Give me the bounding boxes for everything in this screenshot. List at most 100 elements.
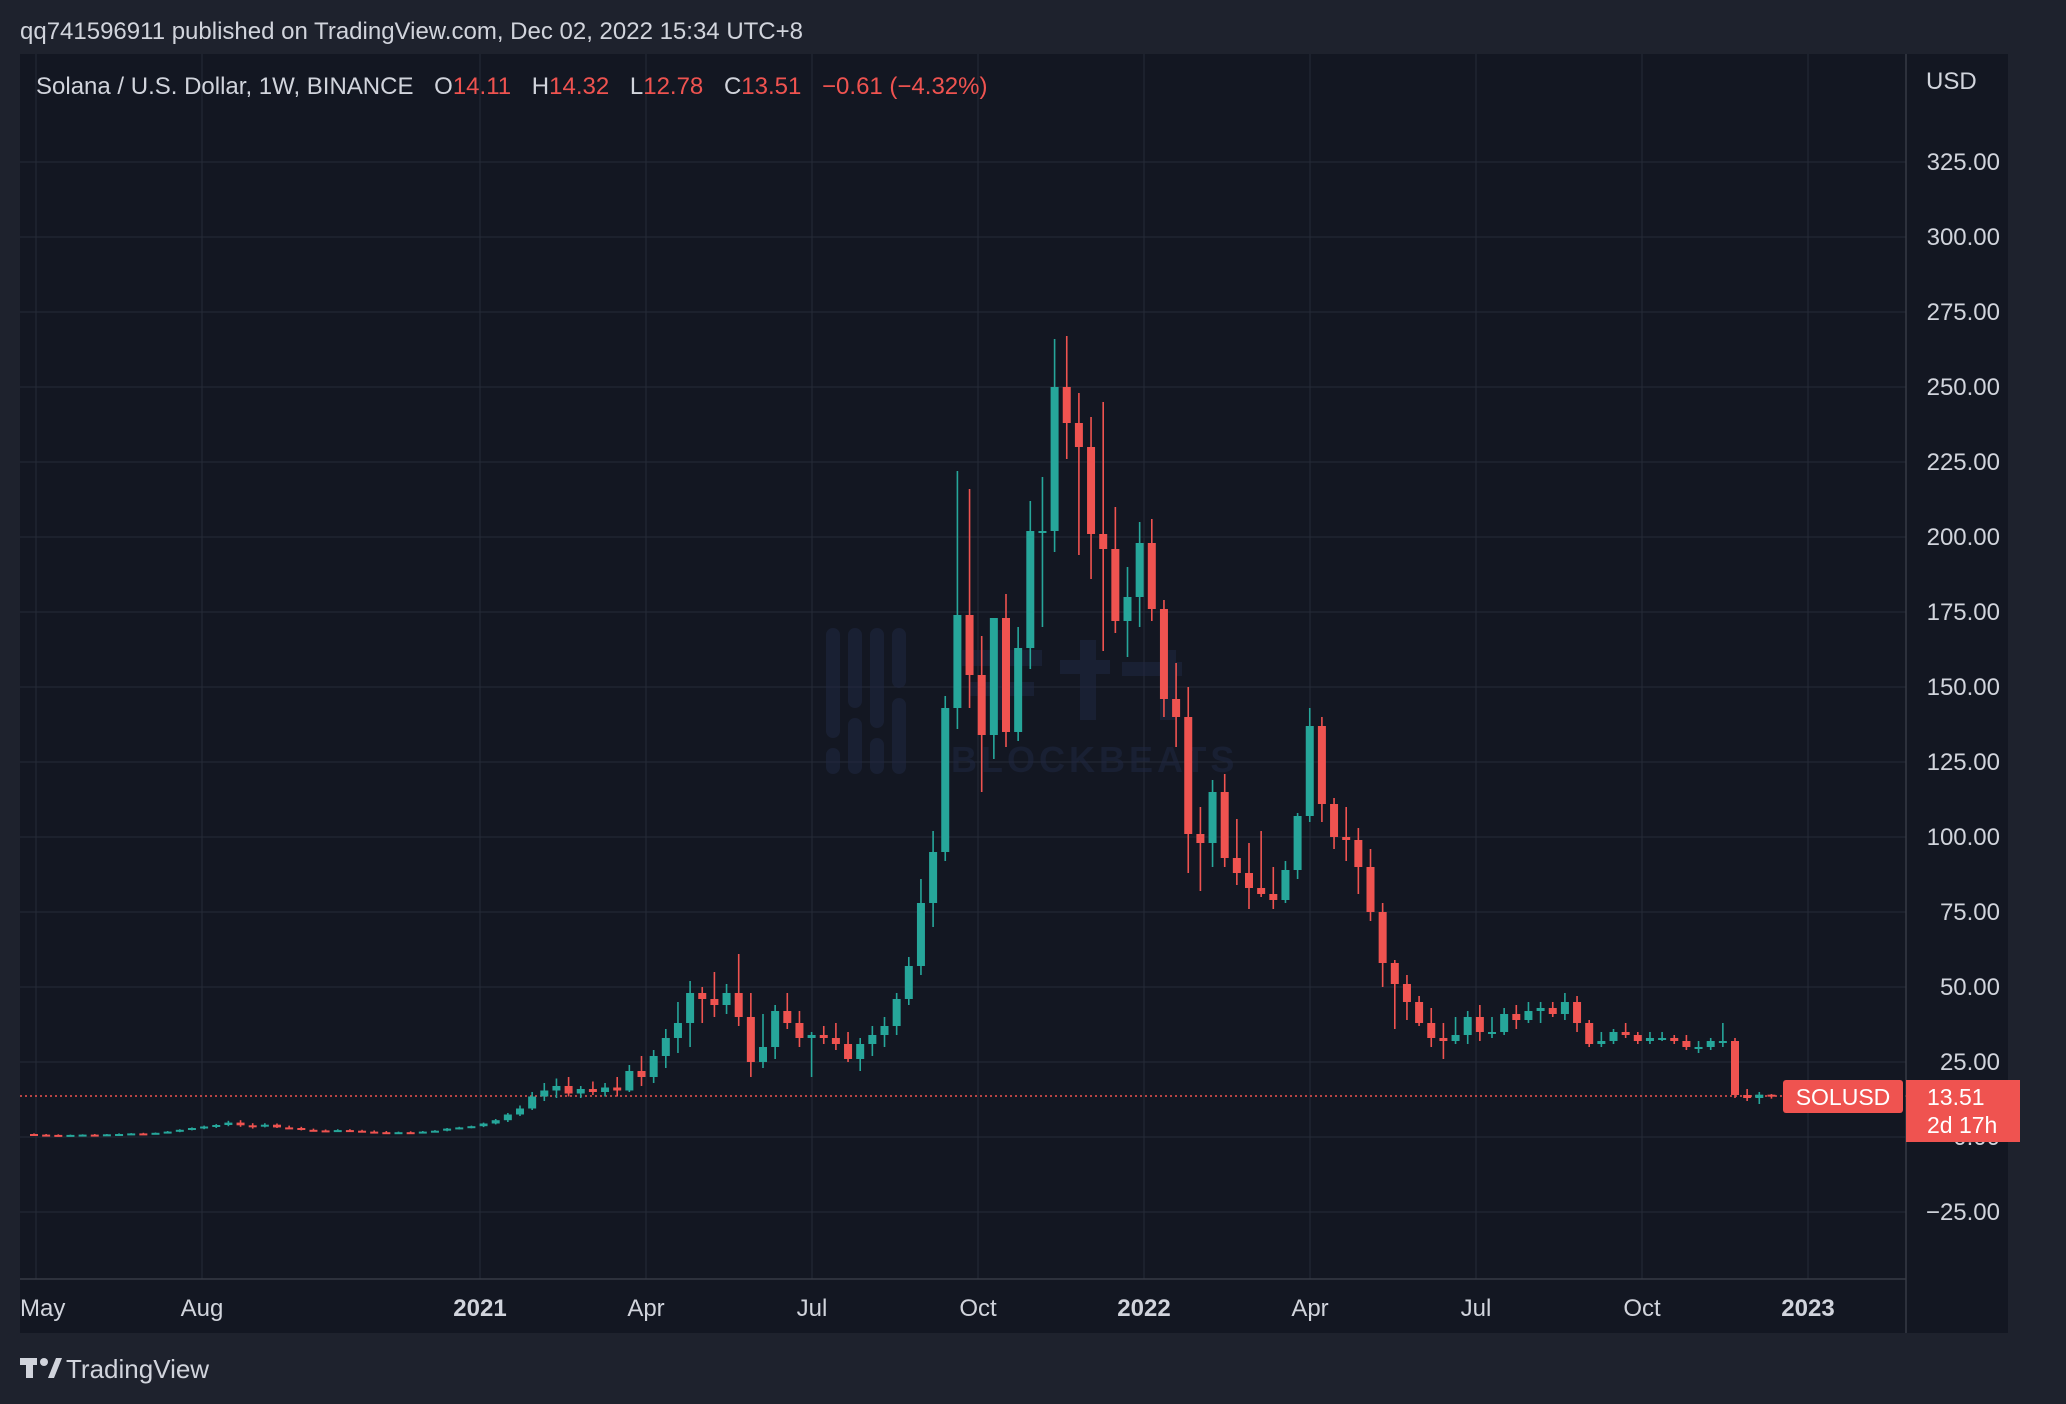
candle-body-up: [929, 852, 938, 903]
candle-body-up: [1123, 597, 1132, 621]
candle-body-down: [1743, 1095, 1752, 1098]
time-tick-label: Apr: [627, 1295, 664, 1322]
candle-body-up: [880, 1026, 889, 1035]
open-label: O: [434, 73, 453, 100]
candle-body-up: [904, 966, 913, 999]
candle-body-down: [1767, 1094, 1776, 1097]
candle-body-down: [1512, 1014, 1521, 1020]
candle-body-up: [333, 1130, 342, 1133]
candle-body-down: [1159, 609, 1168, 699]
candle-body-down: [370, 1131, 379, 1134]
candle-body-down: [1184, 717, 1193, 834]
candle-body-up: [601, 1087, 610, 1092]
candle-body-up: [686, 993, 695, 1023]
candle-body-up: [394, 1132, 403, 1135]
candle-body-down: [1062, 387, 1071, 423]
candle-body-down: [1111, 549, 1120, 621]
candle-body-up: [1500, 1014, 1509, 1032]
candle-body-up: [516, 1108, 524, 1115]
candle-body-up: [1014, 648, 1023, 732]
last-price-text: 13.51: [1927, 1084, 1985, 1110]
candle-body-down: [588, 1089, 597, 1092]
candle-body-up: [625, 1071, 634, 1091]
candle-body-down: [1269, 894, 1278, 900]
candle-body-down: [1415, 1002, 1424, 1023]
candle-body-down: [1585, 1023, 1594, 1044]
candle-body-up: [418, 1131, 427, 1134]
candle-body-down: [977, 675, 986, 735]
candle-body-down: [1245, 873, 1253, 888]
candle-body-down: [1427, 1023, 1436, 1038]
time-tick-label: Apr: [1291, 1295, 1328, 1322]
price-tick-label: 125.00: [1927, 749, 2000, 776]
candle-body-up: [430, 1130, 439, 1133]
chart-grid: [20, 54, 1906, 1279]
candle-body-down: [1573, 1002, 1582, 1023]
candle-body-up: [989, 618, 998, 735]
candle-body-up: [892, 999, 901, 1026]
candle-body-down: [309, 1129, 318, 1132]
candle-body-up: [455, 1127, 464, 1130]
candle-body-up: [1135, 543, 1144, 597]
candle-body-down: [746, 1017, 755, 1062]
change-value: −0.61 (−4.32%): [822, 73, 987, 100]
plot-background[interactable]: [20, 54, 1906, 1279]
blockbeats-watermark: BLOCKBEATS: [826, 628, 1234, 780]
price-tick-label: 75.00: [1940, 899, 2000, 926]
candle-body-up: [260, 1124, 269, 1127]
candle-body-down: [1633, 1035, 1642, 1041]
candle-body-down: [1366, 867, 1375, 912]
candle-body-up: [1718, 1041, 1727, 1043]
candle-body-down: [1621, 1032, 1630, 1035]
low-value: 12.78: [643, 73, 703, 100]
candle-body-down: [358, 1130, 367, 1133]
time-tick-label: Jul: [1461, 1295, 1492, 1322]
candle-body-up: [1488, 1032, 1496, 1034]
candle-body-down: [1317, 726, 1326, 804]
candle-body-down: [734, 993, 743, 1017]
bar-countdown-text: 2d 17h: [1927, 1112, 1997, 1138]
candle-body-down: [1475, 1017, 1484, 1032]
candle-body-up: [151, 1132, 160, 1135]
candle-body-down: [1002, 618, 1010, 732]
candle-body-down: [382, 1132, 391, 1135]
time-tick-label: 2023: [1781, 1295, 1834, 1322]
high-label: H: [532, 73, 549, 100]
candle-body-down: [321, 1130, 330, 1133]
candle-body-up: [1281, 870, 1290, 900]
candle-body-up: [1658, 1038, 1667, 1040]
candle-body-down: [30, 1134, 38, 1136]
candle-body-up: [807, 1035, 816, 1038]
candle-body-up: [1451, 1035, 1460, 1041]
candle-body-down: [273, 1124, 281, 1128]
candle-body-down: [1087, 447, 1096, 534]
close-label: C: [724, 73, 741, 100]
candle-body-down: [345, 1130, 354, 1133]
candle-body-up: [102, 1134, 111, 1137]
candle-body-down: [1074, 423, 1083, 447]
candle-body-down: [831, 1038, 840, 1044]
candle-body-down: [90, 1134, 99, 1137]
candle-body-down: [1196, 834, 1205, 843]
candle-body-down: [844, 1044, 853, 1059]
price-tick-label: −25.00: [1926, 1199, 2000, 1226]
candle-body-down: [710, 999, 719, 1005]
price-tick-label: 225.00: [1927, 449, 2000, 476]
currency-label: USD: [1926, 68, 1977, 95]
candle-body-up: [1694, 1047, 1703, 1049]
price-tick-label: 50.00: [1940, 974, 2000, 1001]
candle-body-up: [175, 1129, 184, 1132]
time-tick-label: 2021: [453, 1295, 506, 1322]
candle-body-down: [54, 1134, 63, 1137]
candle-body-up: [224, 1122, 233, 1125]
candle-body-up: [552, 1086, 561, 1091]
time-axis-background[interactable]: [20, 1279, 1906, 1333]
candle-body-down: [1390, 963, 1399, 984]
candle-body-up: [200, 1126, 209, 1129]
candle-body-down: [1220, 792, 1229, 858]
candle-body-down: [1670, 1038, 1679, 1041]
candle-body-up: [1208, 792, 1217, 843]
footer-brand[interactable]: TradingView: [66, 1354, 209, 1384]
candle-body-up: [722, 993, 731, 1005]
